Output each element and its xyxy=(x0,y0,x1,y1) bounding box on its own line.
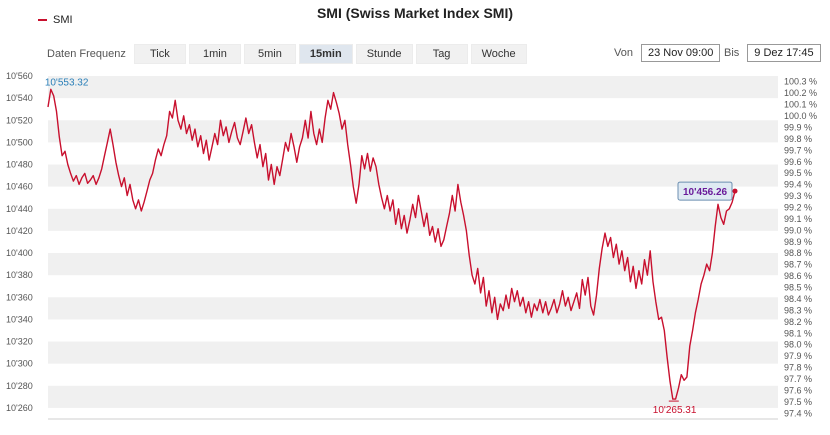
y-tick-label: 10'480 xyxy=(6,160,33,170)
y2-tick-label: 100.0 % xyxy=(784,111,817,121)
y-tick-label: 10'300 xyxy=(6,359,33,369)
y2-tick-label: 97.9 % xyxy=(784,351,812,361)
y-tick-label: 10'340 xyxy=(6,314,33,324)
y-tick-label: 10'260 xyxy=(6,403,33,413)
chart-title: SMI (Swiss Market Index SMI) xyxy=(316,5,514,21)
min-value-label: 10'265.31 xyxy=(653,405,697,416)
grid-band xyxy=(48,120,778,143)
y2-tick-label: 99.0 % xyxy=(784,225,812,235)
y2-tick-label: 99.3 % xyxy=(784,191,812,201)
max-value-label: 10'553.32 xyxy=(45,77,89,88)
y2-tick-label: 99.6 % xyxy=(784,157,812,167)
y-tick-label: 10'400 xyxy=(6,248,33,258)
y2-tick-label: 98.2 % xyxy=(784,317,812,327)
grid-band xyxy=(48,341,778,364)
date-to-group: Bis 9 Dez 17:45 xyxy=(724,44,821,62)
y-tick-label: 10'280 xyxy=(6,381,33,391)
y2-tick-label: 98.9 % xyxy=(784,237,812,247)
grid-band xyxy=(48,208,778,231)
legend: SMI xyxy=(38,14,73,26)
grid-band xyxy=(48,297,778,320)
y-tick-label: 10'420 xyxy=(6,226,33,236)
freq-button-1min[interactable]: 1min xyxy=(188,44,241,64)
y2-tick-label: 97.6 % xyxy=(784,385,812,395)
from-date-input[interactable]: 23 Nov 09:00 xyxy=(640,44,721,62)
grid-band xyxy=(48,385,778,408)
from-label: Von xyxy=(614,46,633,59)
y-tick-label: 10'380 xyxy=(6,270,33,280)
y-tick-label: 10'440 xyxy=(6,204,33,214)
y2-tick-label: 97.4 % xyxy=(784,408,812,418)
freq-button-stunde[interactable]: Stunde xyxy=(355,44,413,64)
y-tick-label: 10'560 xyxy=(6,71,33,81)
to-label: Bis xyxy=(724,46,740,59)
grid-band xyxy=(48,253,778,276)
last-value-box xyxy=(677,181,733,201)
y2-tick-label: 100.1 % xyxy=(784,100,817,110)
y2-tick-label: 97.5 % xyxy=(784,397,812,407)
y2-tick-label: 100.3 % xyxy=(784,77,817,87)
y2-tick-label: 99.4 % xyxy=(784,180,812,190)
y2-tick-label: 98.3 % xyxy=(784,305,812,315)
y2-tick-label: 99.1 % xyxy=(784,214,812,224)
y2-tick-label: 98.6 % xyxy=(784,271,812,281)
last-value-label: 10'456.26 xyxy=(683,187,728,198)
legend-label: SMI xyxy=(53,14,73,26)
date-from-group: Von 23 Nov 09:00 xyxy=(614,44,721,62)
y2-tick-label: 99.9 % xyxy=(784,122,812,132)
to-date-input[interactable]: 9 Dez 17:45 xyxy=(747,44,821,62)
y2-tick-label: 99.5 % xyxy=(784,168,812,178)
y2-tick-label: 98.7 % xyxy=(784,260,812,270)
y-tick-label: 10'460 xyxy=(6,182,33,192)
y2-tick-label: 99.8 % xyxy=(784,134,812,144)
y2-tick-label: 98.0 % xyxy=(784,340,812,350)
grid-band xyxy=(48,76,778,99)
series-line-smi xyxy=(47,88,736,400)
freq-button-5min[interactable]: 5min xyxy=(243,44,296,64)
legend-swatch xyxy=(38,19,47,21)
y2-tick-label: 98.1 % xyxy=(784,328,812,338)
y2-tick-label: 99.7 % xyxy=(784,145,812,155)
y-tick-label: 10'360 xyxy=(6,292,33,302)
frequency-controls: Daten Frequenz Tick 1min 5min 15min Stun… xyxy=(47,44,530,64)
y2-tick-label: 100.2 % xyxy=(784,88,817,98)
freq-button-tick[interactable]: Tick xyxy=(133,44,186,64)
freq-button-tag[interactable]: Tag xyxy=(415,44,468,64)
y-tick-label: 10'520 xyxy=(6,115,33,125)
y-tick-label: 10'320 xyxy=(6,337,33,347)
y2-tick-label: 98.4 % xyxy=(784,294,812,304)
grid-band xyxy=(48,164,778,187)
frequency-label: Daten Frequenz xyxy=(47,48,126,60)
freq-button-15min[interactable]: 15min xyxy=(298,44,353,64)
y2-tick-label: 97.8 % xyxy=(784,363,812,373)
y2-tick-label: 98.5 % xyxy=(784,283,812,293)
y2-tick-label: 97.7 % xyxy=(784,374,812,384)
y2-tick-label: 99.2 % xyxy=(784,202,812,212)
y-tick-label: 10'540 xyxy=(6,93,33,103)
y-tick-label: 10'500 xyxy=(6,137,33,147)
last-value-point xyxy=(732,188,738,194)
y2-tick-label: 98.8 % xyxy=(784,248,812,258)
freq-button-woche[interactable]: Woche xyxy=(470,44,527,64)
